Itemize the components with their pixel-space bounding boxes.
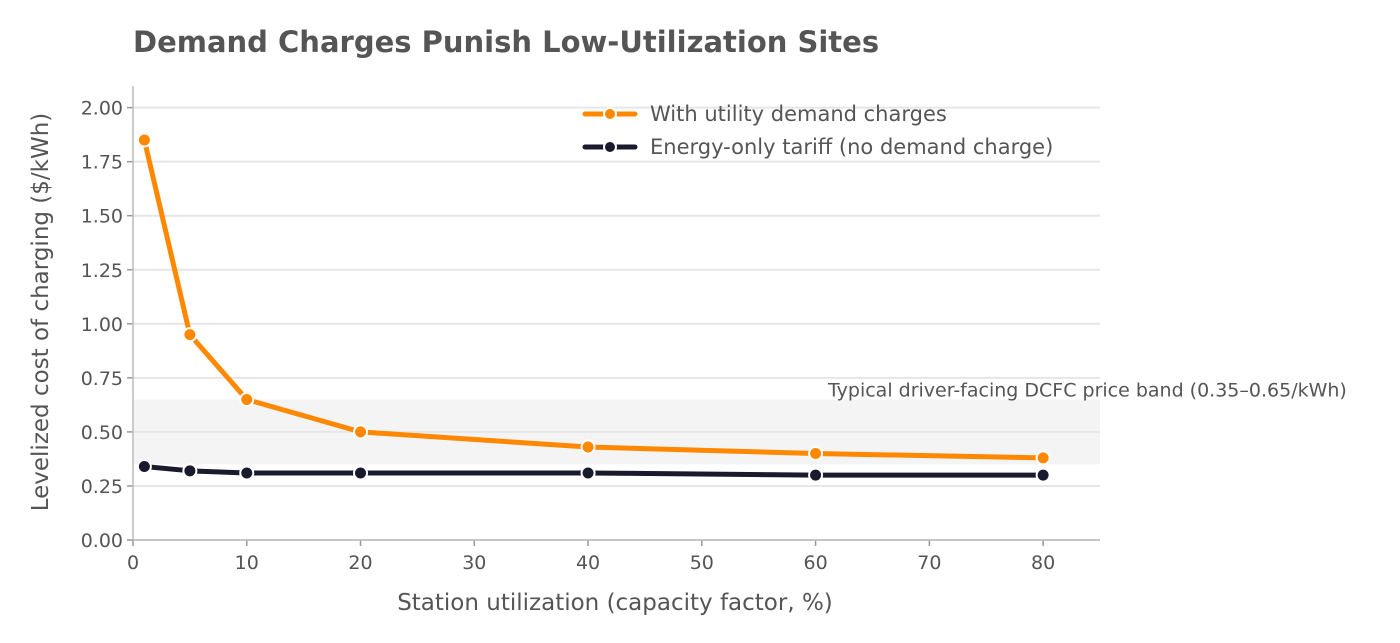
x-tick-label: 50 (690, 552, 714, 574)
x-tick-label: 0 (127, 552, 139, 574)
data-point-1 (353, 465, 369, 481)
y-tick-label: 0.25 (81, 476, 123, 498)
legend-label-0: With utility demand charges (650, 102, 947, 126)
y-tick-label: 0.50 (81, 422, 123, 444)
data-point-0 (580, 439, 596, 455)
data-point-0 (136, 132, 152, 148)
data-point-0 (1035, 450, 1051, 466)
y-tick-label: 1.00 (81, 314, 123, 336)
data-point-0 (353, 424, 369, 440)
y-axis-label: Levelized cost of charging ($/kWh) (28, 113, 54, 512)
y-tick-label: 1.25 (81, 260, 123, 282)
data-point-1 (136, 458, 152, 474)
y-tick-label: 1.75 (81, 152, 123, 174)
x-tick-label: 60 (803, 552, 827, 574)
data-point-1 (580, 465, 596, 481)
data-point-1 (808, 467, 824, 483)
price-band-label: Typical driver-facing DCFC price band (0… (827, 379, 1347, 401)
legend-label-1: Energy-only tariff (no demand charge) (650, 135, 1053, 159)
x-tick-label: 10 (235, 552, 259, 574)
data-point-1 (182, 463, 198, 479)
y-tick-label: 0.00 (81, 530, 123, 552)
x-tick-label: 40 (576, 552, 600, 574)
x-tick-label: 20 (348, 552, 372, 574)
legend-swatch-marker-0 (603, 107, 617, 121)
axes-layer: 0.00 0.25 0.50 0.75 1.00 1.25 1.50 1.75 2.00 0 10 2… (81, 86, 1100, 574)
y-tick-label: 1.50 (81, 206, 123, 228)
y-tick-label: 0.75 (81, 368, 123, 390)
x-axis-label: Station utilization (capacity factor, %) (397, 590, 833, 616)
data-point-0 (808, 446, 824, 462)
x-tick-label: 30 (462, 552, 486, 574)
x-tick-label: 70 (917, 552, 941, 574)
data-point-0 (182, 327, 198, 343)
data-point-1 (1035, 467, 1051, 483)
chart-title: Demand Charges Punish Low-Utilization Si… (133, 25, 879, 59)
x-tick-label: 80 (1031, 552, 1055, 574)
series-layer (136, 132, 1051, 483)
data-point-1 (239, 465, 255, 481)
y-tick-label: 2.00 (81, 98, 123, 120)
legend: With utility demand charges Energy-only t… (582, 102, 1053, 159)
data-point-0 (239, 391, 255, 407)
legend-swatch-marker-1 (603, 140, 617, 154)
